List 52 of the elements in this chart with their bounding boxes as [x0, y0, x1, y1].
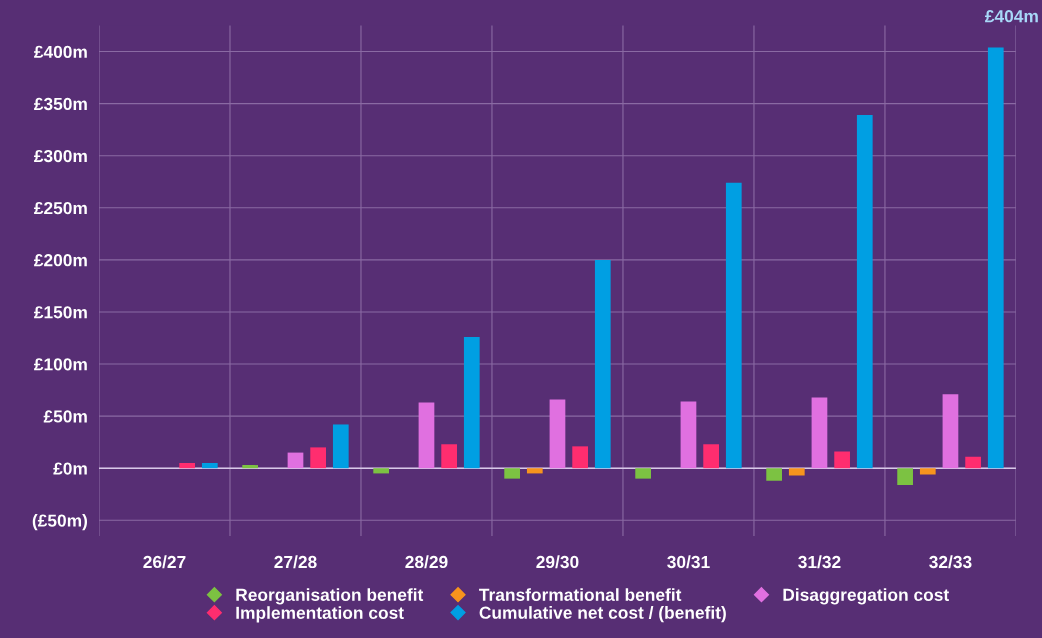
- bar: [680, 401, 697, 469]
- bar: [635, 468, 651, 479]
- bar: [287, 452, 304, 469]
- y-tick-label: £0m: [53, 462, 87, 475]
- bar: [856, 115, 873, 469]
- y-tick-label: £100m: [34, 358, 87, 371]
- y-tick-label: (£50m): [32, 514, 88, 531]
- bar: [897, 468, 913, 485]
- bar: [526, 468, 543, 474]
- bar: [919, 468, 936, 475]
- x-tick-label: 30/31: [667, 555, 710, 569]
- bar: [572, 446, 588, 469]
- bar: [463, 336, 480, 469]
- bar: [332, 424, 349, 469]
- legend-label: Disaggregation cost: [783, 588, 949, 605]
- y-tick-label: £300m: [34, 149, 87, 163]
- bar: [987, 47, 1004, 469]
- y-tick-label: £350m: [34, 97, 87, 111]
- bar: [942, 394, 959, 469]
- x-tick-label: 31/32: [798, 555, 841, 569]
- x-tick-label: 26/27: [143, 555, 186, 569]
- bar: [834, 451, 850, 469]
- legend-label: Implementation cost: [236, 606, 404, 623]
- bar: [549, 399, 566, 469]
- bar: [373, 468, 390, 474]
- bar: [594, 259, 611, 469]
- bar: [788, 468, 805, 476]
- bar: [504, 468, 521, 479]
- y-tick-label: £200m: [34, 254, 87, 267]
- y-tick-label: £400m: [34, 45, 87, 59]
- bar: [811, 397, 828, 469]
- legend-label: Cumulative net cost / (benefit): [479, 606, 726, 623]
- bar: [766, 468, 782, 481]
- bar: [703, 444, 719, 469]
- y-tick-label: £150m: [34, 306, 87, 319]
- y-tick-label: £250m: [34, 201, 87, 215]
- bar: [242, 465, 259, 469]
- text: £404m: [985, 10, 1038, 23]
- x-tick-label: 28/29: [405, 555, 448, 569]
- bar: [441, 444, 457, 469]
- bar: [201, 463, 218, 469]
- x-tick-label: 29/30: [536, 555, 579, 569]
- bar: [310, 447, 326, 469]
- bar: [965, 456, 981, 469]
- legend-label: Reorganisation benefit: [236, 588, 424, 605]
- legend-label: Transformational benefit: [479, 588, 682, 601]
- x-tick-label: 32/33: [929, 555, 972, 569]
- y-tick-label: £50m: [43, 410, 87, 423]
- bar: [418, 402, 435, 469]
- bar: [725, 182, 742, 469]
- x-tick-label: 27/28: [274, 555, 317, 569]
- bar: [179, 463, 196, 469]
